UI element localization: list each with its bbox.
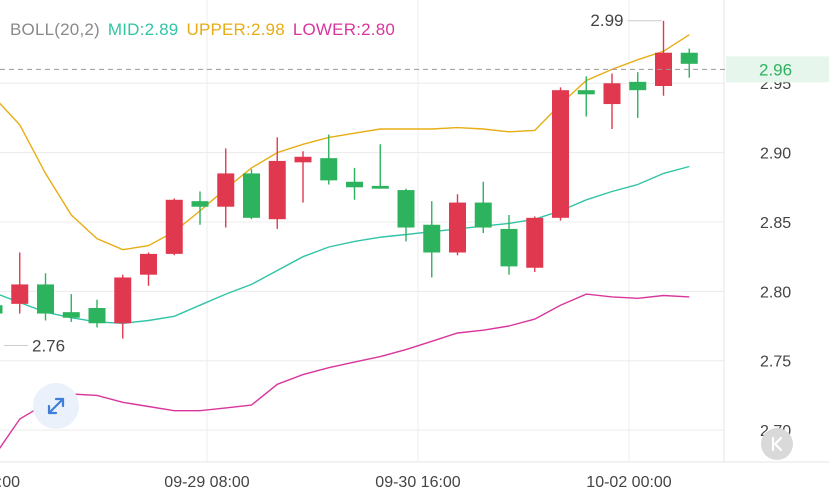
candle-down[interactable] — [371, 144, 389, 189]
scroll-to-latest-button[interactable] — [761, 428, 793, 460]
current-price-label: 2.96 — [759, 60, 792, 79]
candle-body — [577, 90, 595, 95]
candle-down[interactable] — [88, 299, 106, 328]
candle-down[interactable] — [320, 134, 338, 185]
candle-down[interactable] — [474, 181, 492, 234]
y-tick-label: 2.85 — [760, 215, 791, 232]
chevron-k-icon — [771, 436, 783, 452]
boll-lower-line — [0, 293, 690, 450]
x-tick-label: 10-02 00:00 — [586, 474, 672, 491]
candle-body — [268, 160, 286, 220]
candle-down[interactable] — [397, 188, 415, 242]
candle-body — [114, 277, 132, 324]
candle-body — [371, 185, 389, 189]
candle-up[interactable] — [217, 148, 235, 228]
candle-body — [62, 312, 80, 318]
max-price-label: 2.99 — [590, 11, 623, 30]
candle-body — [11, 284, 29, 304]
candle-body — [165, 199, 183, 254]
candle-body — [423, 224, 441, 253]
candle-body — [680, 52, 698, 64]
x-tick-label: 09-30 16:00 — [375, 474, 461, 491]
boll-upper-line — [0, 34, 690, 251]
candle-up[interactable] — [526, 216, 544, 272]
y-tick-label: 2.75 — [760, 354, 791, 371]
candle-body — [500, 228, 518, 267]
candle-body — [320, 158, 338, 181]
candle-body — [37, 284, 54, 314]
candle-body — [88, 308, 106, 324]
candle-body — [243, 173, 260, 218]
indicator-legend: BOLL(20,2) MID:2.89 UPPER:2.98 LOWER:2.80 — [10, 20, 403, 40]
candle-up[interactable] — [114, 274, 132, 339]
candle-down[interactable] — [423, 201, 441, 278]
candle-body — [0, 305, 3, 314]
candle-down[interactable] — [629, 72, 647, 118]
candle-down[interactable] — [243, 169, 260, 220]
expand-chart-button[interactable] — [33, 383, 79, 429]
candle-down[interactable] — [577, 76, 595, 117]
candle-body — [552, 90, 569, 218]
candle-up[interactable] — [165, 198, 183, 256]
candle-body — [397, 190, 415, 228]
candle-up[interactable] — [294, 151, 312, 203]
y-tick-label: 2.80 — [760, 284, 791, 301]
candle-up[interactable] — [655, 20, 672, 96]
chart-overlays: 2.96 2.99 2.76 — [0, 11, 829, 356]
y-tick-label: 2.90 — [760, 146, 791, 163]
candle-up[interactable] — [11, 252, 29, 314]
candle-body — [655, 52, 672, 87]
legend-upper: UPPER:2.98 — [186, 20, 285, 39]
candle-body — [346, 181, 363, 188]
candle-down[interactable] — [500, 215, 518, 275]
candle-body — [140, 253, 157, 275]
candle-body — [474, 202, 492, 228]
candle-down[interactable] — [346, 167, 363, 200]
candle-up[interactable] — [603, 73, 621, 130]
candle-body — [603, 83, 621, 105]
min-price-label: 2.76 — [32, 337, 65, 356]
candle-down[interactable] — [680, 48, 698, 78]
candle-up[interactable] — [552, 87, 569, 221]
candle-down[interactable] — [0, 300, 3, 318]
candle-down[interactable] — [191, 191, 209, 225]
candle-body — [294, 156, 312, 163]
candle-up[interactable] — [140, 252, 157, 286]
legend-lower: LOWER:2.80 — [292, 20, 396, 39]
legend-mid: MID:2.89 — [107, 20, 179, 39]
x-tick-label: 09-29 08:00 — [164, 474, 250, 491]
candle-body — [191, 201, 209, 207]
x-tick-label: 00:00 — [0, 474, 20, 491]
diagonal-arrows-icon — [47, 397, 65, 415]
candle-up[interactable] — [268, 137, 286, 229]
boll-mid-line — [0, 165, 690, 325]
bollinger-bands — [0, 34, 690, 450]
candlesticks — [0, 20, 698, 339]
candle-body — [449, 202, 466, 253]
legend-boll-label: BOLL(20,2) — [10, 20, 100, 39]
current-price-badge — [726, 56, 829, 83]
candle-body — [629, 81, 647, 91]
candle-body — [217, 173, 235, 207]
candle-up[interactable] — [449, 194, 466, 256]
candle-body — [526, 217, 544, 268]
candle-down[interactable] — [37, 273, 54, 321]
candle-down[interactable] — [62, 294, 80, 322]
